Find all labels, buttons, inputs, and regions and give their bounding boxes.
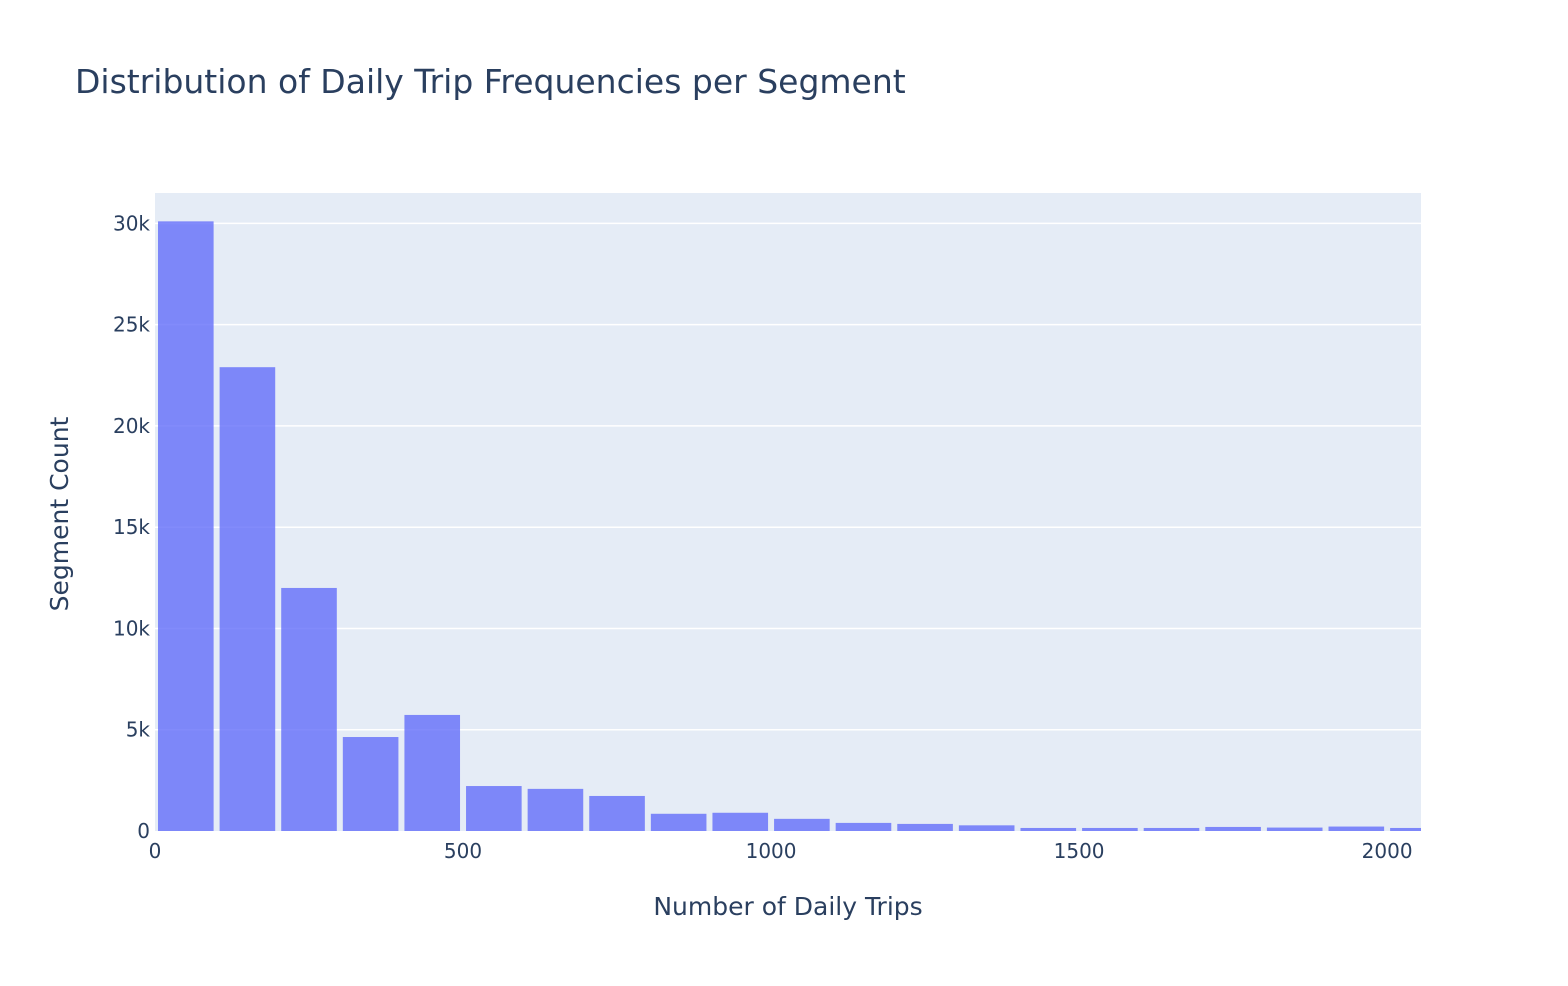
x-tick-label: 1000 — [746, 839, 797, 863]
x-tick-label: 2000 — [1362, 839, 1413, 863]
histogram-bar — [835, 822, 892, 831]
x-axis-label: Number of Daily Trips — [653, 892, 922, 921]
histogram-bar — [1143, 827, 1200, 831]
histogram-bar — [1328, 826, 1385, 831]
histogram-bar — [650, 813, 707, 831]
histogram-bar — [1082, 827, 1138, 831]
y-tick-label: 30k — [113, 211, 150, 235]
histogram-bar — [712, 812, 769, 831]
chart-title: Distribution of Daily Trip Frequencies p… — [75, 62, 906, 101]
y-tick-label: 0 — [137, 819, 150, 843]
histogram-bar — [589, 795, 645, 831]
histogram-bar — [1020, 827, 1077, 831]
histogram-bar — [158, 221, 214, 831]
y-axis-label: Segment Count — [45, 416, 74, 611]
histogram-bar — [1205, 826, 1261, 831]
y-tick-label: 25k — [113, 313, 150, 337]
histogram-bar — [1266, 827, 1323, 831]
histogram-bar — [281, 587, 337, 831]
histogram-bar — [897, 823, 953, 831]
x-tick-label: 500 — [444, 839, 482, 863]
x-tick-label: 0 — [149, 839, 162, 863]
y-tick-label: 15k — [113, 515, 150, 539]
histogram-bar — [527, 788, 584, 831]
histogram-bar — [466, 786, 522, 831]
y-tick-label: 5k — [126, 718, 151, 742]
y-tick-label: 10k — [113, 616, 150, 640]
histogram-bar — [958, 825, 1015, 831]
histogram-bar — [219, 367, 276, 831]
histogram-bar — [774, 818, 830, 831]
x-tick-label: 1500 — [1054, 839, 1105, 863]
histogram-bar — [342, 737, 399, 831]
histogram-bar — [404, 714, 461, 831]
histogram-bar — [1390, 827, 1421, 831]
plot-area — [155, 193, 1421, 831]
y-tick-label: 20k — [113, 414, 150, 438]
